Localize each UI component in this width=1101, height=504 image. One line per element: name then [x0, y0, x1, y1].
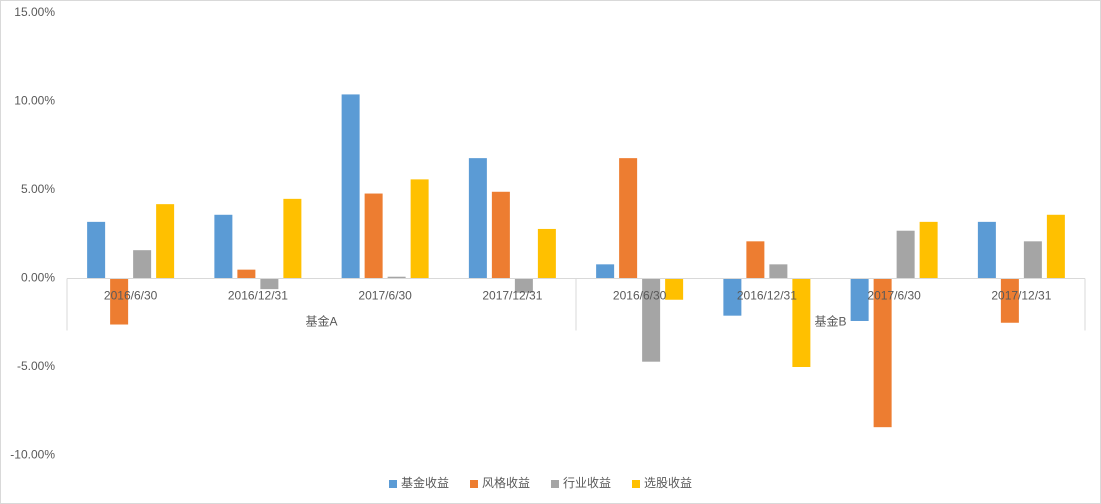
bar — [237, 269, 256, 279]
bar — [1023, 241, 1042, 279]
bar — [260, 278, 279, 290]
bar — [468, 158, 487, 279]
bar — [364, 193, 383, 279]
bar — [133, 250, 152, 279]
bar — [619, 158, 638, 279]
bar — [642, 278, 661, 362]
group-label: 基金B — [814, 314, 846, 329]
x-tick-label: 2016/6/30 — [613, 289, 667, 303]
bar — [769, 264, 788, 279]
bar — [665, 278, 684, 300]
y-tick-label: 15.00% — [14, 5, 55, 19]
legend-label: 基金收益 — [401, 475, 449, 490]
x-tick-label: 2017/12/31 — [482, 289, 542, 303]
bar — [596, 264, 615, 279]
bar — [919, 221, 938, 279]
bar — [110, 278, 129, 325]
bar — [410, 179, 429, 279]
bar — [1046, 214, 1065, 279]
legend-label: 风格收益 — [482, 475, 530, 490]
bar — [873, 278, 892, 428]
y-tick-label: 0.00% — [21, 271, 55, 285]
y-tick-label: -5.00% — [17, 359, 55, 373]
legend-swatch — [551, 480, 559, 488]
legend-label: 行业收益 — [563, 476, 611, 490]
x-tick-label: 2017/6/30 — [358, 289, 412, 303]
legend-swatch — [632, 480, 640, 488]
x-tick-label: 2017/6/30 — [867, 289, 921, 303]
bar — [723, 278, 742, 316]
bar — [977, 221, 996, 279]
bar — [792, 278, 811, 367]
bar — [491, 191, 510, 279]
legend-swatch — [470, 480, 478, 488]
bar — [746, 241, 765, 279]
group-label: 基金A — [305, 314, 337, 329]
x-tick-label: 2016/6/30 — [104, 289, 158, 303]
legend-swatch — [389, 480, 397, 488]
bar — [156, 204, 175, 279]
x-tick-label: 2016/12/31 — [737, 289, 797, 303]
bar — [387, 276, 406, 279]
y-tick-label: 5.00% — [21, 182, 55, 196]
bar — [341, 94, 360, 279]
bar — [850, 278, 869, 321]
y-tick-label: 10.00% — [14, 94, 55, 108]
x-tick-label: 2017/12/31 — [991, 289, 1051, 303]
bar — [514, 278, 533, 293]
bar — [896, 230, 915, 279]
bar — [283, 198, 302, 279]
legend-label: 选股收益 — [644, 476, 692, 490]
bar — [537, 228, 556, 279]
bar — [1000, 278, 1019, 323]
bar — [214, 214, 233, 279]
x-tick-label: 2016/12/31 — [228, 289, 288, 303]
y-tick-label: -10.00% — [10, 448, 55, 462]
bar — [87, 221, 106, 279]
